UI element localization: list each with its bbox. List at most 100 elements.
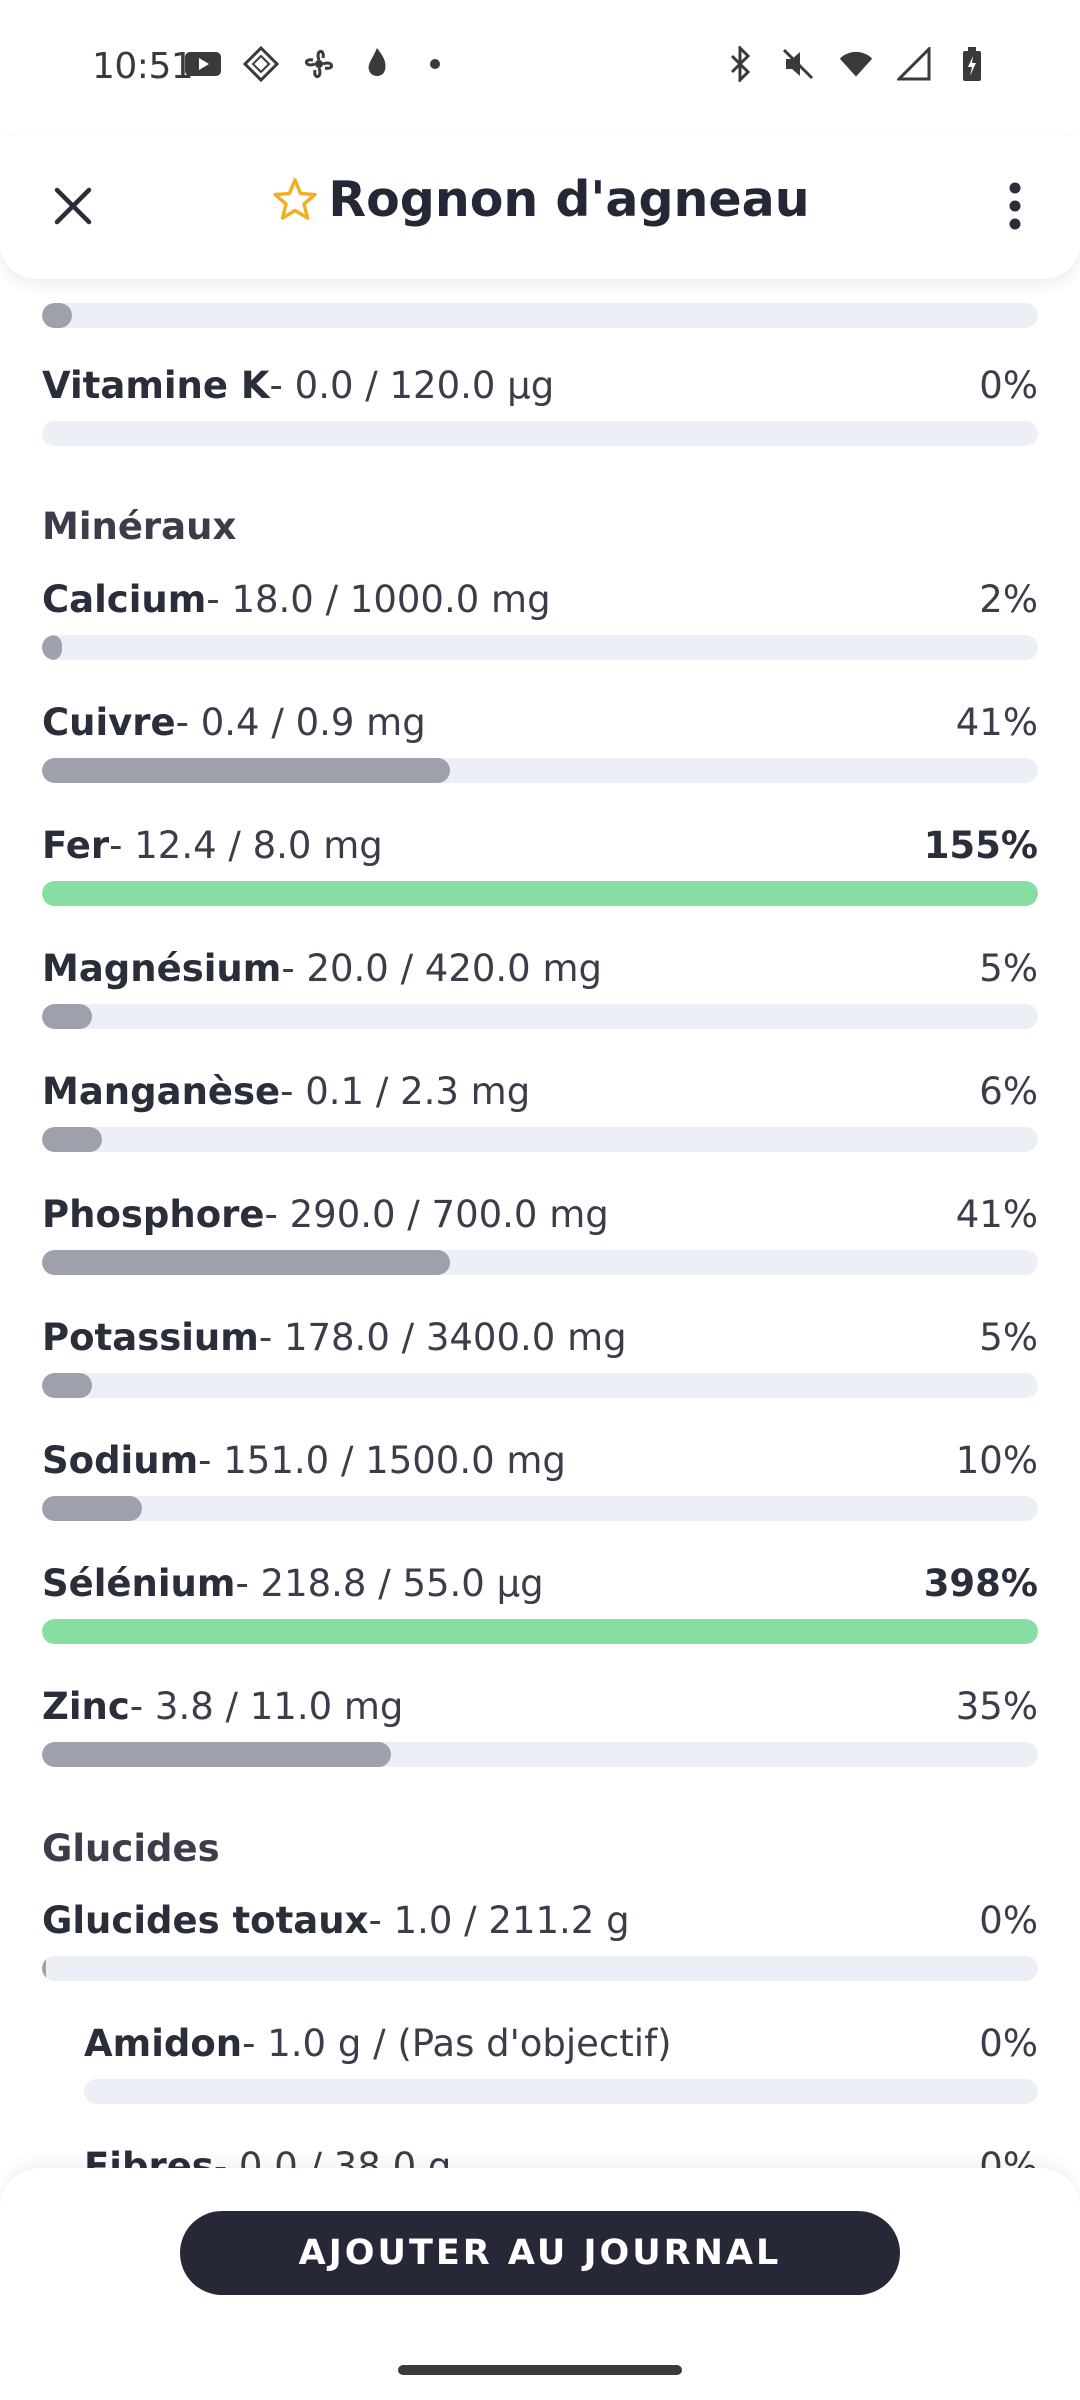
nutrient-list[interactable]: Vitamine K- 0.0 / 120.0 µg 0% Minéraux C… [0,279,1080,2169]
nutrient-value: - 0.0 / 38.0 g [213,2145,452,2169]
star-outline-icon [273,177,318,220]
nutrient-name: Fer [42,824,110,867]
youtube-icon [185,46,221,82]
nutrient-name: Phosphore [42,1193,265,1236]
nutrient-name: Potassium [42,1316,259,1359]
progress-fill [42,1373,92,1398]
nutrient-name: Manganèse [42,1070,281,1113]
progress-fill [42,1956,46,1981]
notification-icons [185,46,453,82]
nutrient-item-amidon: Amidon- 1.0 g / (Pas d'objectif) 0% [84,2019,1038,2104]
progress-fill [42,881,1038,906]
nutrient-name: Sélénium [42,1562,236,1605]
nutrient-item-potassium: Potassium- 178.0 / 3400.0 mg 5% [42,1313,1038,1398]
system-icons [722,46,990,82]
diamond-app-icon [243,46,279,82]
progress-bar [42,1496,1038,1521]
nutrient-percent: 0% [979,364,1038,407]
progress-fill [42,303,72,328]
close-icon [54,187,92,225]
nutrient-item-magnesium: Magnésium- 20.0 / 420.0 mg 5% [42,944,1038,1029]
progress-fill [42,1127,102,1152]
mute-icon [780,46,816,82]
nutrient-item-cuivre: Cuivre- 0.4 / 0.9 mg 41% [42,698,1038,783]
nutrient-percent: 6% [979,1070,1038,1113]
nutrient-name: Sodium [42,1439,199,1482]
progress-bar [42,1956,1038,1981]
nutrient-item-manganese: Manganèse- 0.1 / 2.3 mg 6% [42,1067,1038,1152]
nutrient-value: - 1.0 / 211.2 g [368,1899,630,1942]
progress-bar [42,881,1038,906]
progress-bar [42,1742,1038,1767]
nutrient-percent: 398% [923,1562,1038,1605]
nutrient-percent: 5% [979,947,1038,990]
nutrient-percent: 155% [923,824,1038,867]
app-header: Rognon d'agneau [0,135,1080,279]
nutrient-value: - 1.0 g / (Pas d'objectif) [242,2022,672,2065]
battery-icon [954,46,990,82]
nutrient-value: - 12.4 / 8.0 mg [109,824,383,867]
nutrient-item-selenium: Sélénium- 218.8 / 55.0 µg 398% [42,1559,1038,1644]
nutrient-name: Calcium [42,578,207,621]
more-options-button[interactable] [990,175,1040,237]
nutrient-value: - 151.0 / 1500.0 mg [198,1439,566,1482]
progress-bar [42,1373,1038,1398]
nutrient-value: - 0.1 / 2.3 mg [280,1070,531,1113]
signal-icon [896,46,932,82]
page-title: Rognon d'agneau [328,171,810,228]
status-bar: 10:51 [0,0,1080,135]
nutrient-item-zinc: Zinc- 3.8 / 11.0 mg 35% [42,1682,1038,1767]
bluetooth-icon [722,46,758,82]
wifi-icon [838,46,874,82]
nutrient-percent: 35% [955,1685,1038,1728]
nutrient-value: - 178.0 / 3400.0 mg [258,1316,627,1359]
nutrient-percent: 5% [979,1316,1038,1359]
progress-bar [42,635,1038,660]
nutrient-value: - 0.0 / 120.0 µg [269,364,555,407]
favorite-star-button[interactable] [270,175,320,225]
dot-icon [417,46,453,82]
nutrient-value: - 218.8 / 55.0 µg [235,1562,544,1605]
nutrient-percent: 10% [955,1439,1038,1482]
nutrient-percent: 41% [955,1193,1038,1236]
close-button[interactable] [42,175,104,237]
progress-bar [42,1004,1038,1029]
progress-fill [42,1004,92,1029]
nutrient-name: Cuivre [42,701,176,744]
progress-fill [42,1619,1038,1644]
progress-fill [42,1496,142,1521]
nutrient-name: Vitamine K [42,364,270,407]
progress-fill [42,1742,391,1767]
home-indicator[interactable] [398,2365,682,2375]
nutrient-name: Amidon [84,2022,243,2065]
nutrient-value: - 3.8 / 11.0 mg [129,1685,404,1728]
bottom-action-panel: AJOUTER AU JOURNAL [0,2168,1080,2400]
add-to-journal-button[interactable]: AJOUTER AU JOURNAL [180,2211,900,2295]
progress-bar [42,1619,1038,1644]
title-group: Rognon d'agneau [0,171,1080,228]
progress-fill [42,1250,451,1275]
nutrient-item-glucides-totaux: Glucides totaux- 1.0 / 211.2 g 0% [42,1896,1038,1981]
nutrient-value: - 290.0 / 700.0 mg [264,1193,609,1236]
nutrient-value: - 18.0 / 1000.0 mg [206,578,551,621]
nutrient-name: Zinc [42,1685,130,1728]
progress-bar [42,421,1038,446]
nutrient-value: - 20.0 / 420.0 mg [281,947,603,990]
nutrient-item-fibres: Fibres- 0.0 / 38.0 g 0% [84,2142,1038,2169]
nutrient-item-phosphore: Phosphore- 290.0 / 700.0 mg 41% [42,1190,1038,1275]
section-title-carbs: Glucides [42,1827,220,1870]
nutrient-name: Glucides totaux [42,1899,369,1942]
nutrient-value: - 0.4 / 0.9 mg [175,701,426,744]
nutrient-percent: 0% [979,1899,1038,1942]
nutrient-percent: 41% [955,701,1038,744]
progress-fill [42,758,451,783]
nutrient-name: Magnésium [42,947,282,990]
flame-icon [359,46,395,82]
nutrient-item-calcium: Calcium- 18.0 / 1000.0 mg 2% [42,575,1038,660]
nutrient-item-fer: Fer- 12.4 / 8.0 mg 155% [42,821,1038,906]
section-title-minerals: Minéraux [42,505,237,548]
status-time: 10:51 [92,46,194,87]
progress-bar [42,758,1038,783]
progress-bar [42,1250,1038,1275]
progress-fill [42,635,62,660]
